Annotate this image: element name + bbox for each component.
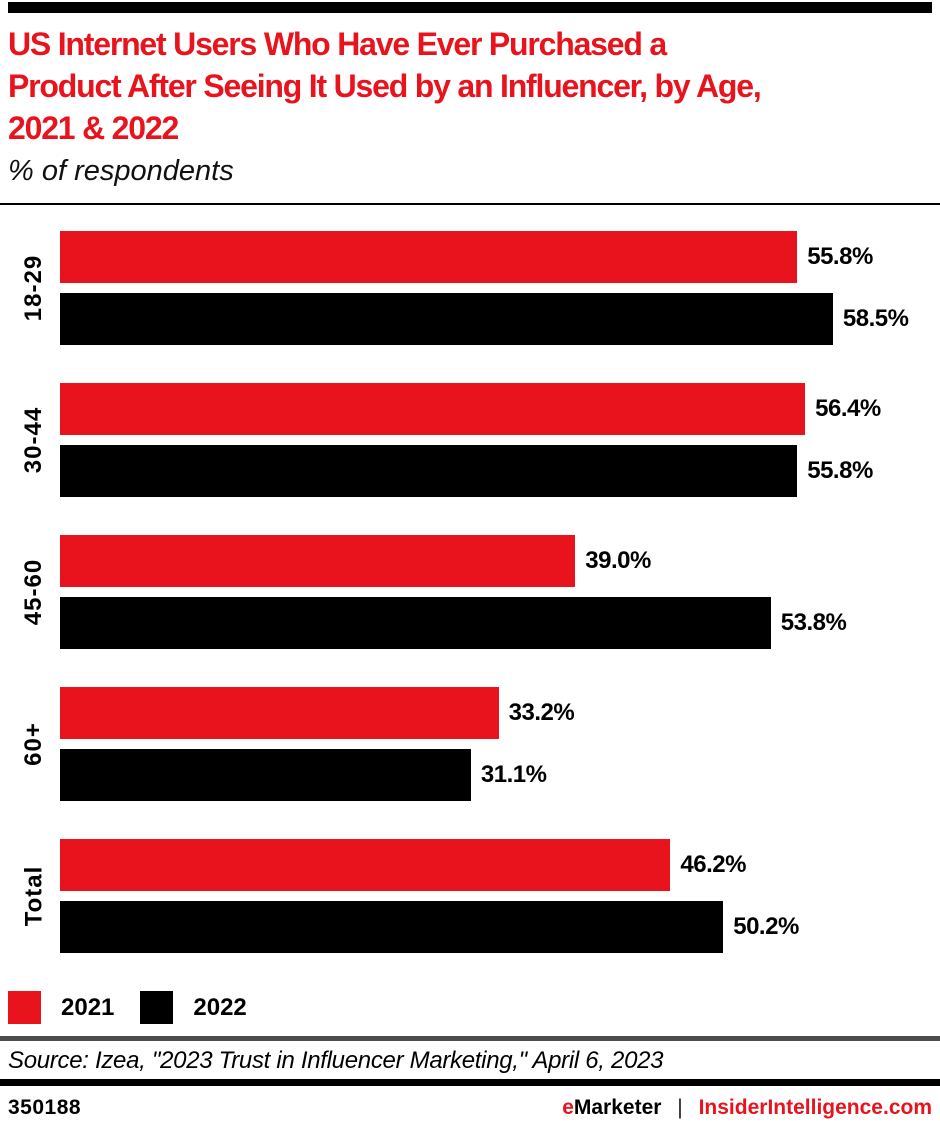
bar-2022-45-60: [60, 597, 771, 649]
legend-swatch-2022: [140, 991, 174, 1024]
category-label-30-44: 30-44: [8, 383, 60, 497]
data-label-2021-18-29: 55.8%: [807, 243, 873, 270]
footer-divider: [0, 1079, 940, 1086]
bar-row-2021-45-60: 39.0%: [60, 535, 932, 587]
category-label-text: 45-60: [20, 558, 48, 626]
legend-item-2022: 2022: [140, 991, 247, 1024]
legend-swatch-2021: [8, 991, 41, 1024]
bar-pair: 33.2% 31.1%: [60, 687, 932, 801]
chart-group-30-44: 30-44 56.4% 55.8%: [8, 383, 932, 497]
bar-pair: 39.0% 53.8%: [60, 535, 932, 649]
bar-row-2022-30-44: 55.8%: [60, 445, 932, 497]
header-divider: [0, 203, 940, 205]
chart-group-Total: Total 46.2% 50.2%: [8, 839, 932, 953]
bar-chart: 18-29 55.8% 58.5% 30-44 56.4% 55.8% 45-60 39.0%…: [0, 205, 940, 953]
category-label-text: Total: [20, 865, 48, 927]
bar-pair: 56.4% 55.8%: [60, 383, 932, 497]
chart-group-60+: 60+ 33.2% 31.1%: [8, 687, 932, 801]
chart-title-line-2: Product After Seeing It Used by an Influ…: [8, 68, 762, 104]
category-label-18-29: 18-29: [8, 231, 60, 345]
bar-row-2021-30-44: 56.4%: [60, 383, 932, 435]
chart-id: 350188: [8, 1096, 82, 1119]
category-label-Total: Total: [8, 839, 60, 953]
bar-2021-30-44: [60, 383, 806, 435]
bar-row-2021-Total: 46.2%: [60, 839, 932, 891]
bar-2021-60+: [60, 687, 499, 739]
chart-title: US Internet Users Who Have Ever Purchase…: [8, 23, 932, 149]
chart-subtitle: % of respondents: [8, 155, 234, 187]
data-label-2021-45-60: 39.0%: [585, 547, 651, 574]
chart-group-45-60: 45-60 39.0% 53.8%: [8, 535, 932, 649]
chart-header: US Internet Users Who Have Ever Purchase…: [0, 13, 940, 189]
chart-groups: 18-29 55.8% 58.5% 30-44 56.4% 55.8% 45-60 39.0%…: [8, 231, 932, 953]
footer: 350188 eMarketer | InsiderIntelligence.c…: [0, 1086, 940, 1120]
bar-2022-60+: [60, 749, 471, 801]
bar-row-2022-Total: 50.2%: [60, 901, 932, 953]
category-label-text: 60+: [20, 722, 47, 766]
brand-emarketer-e: e: [562, 1096, 574, 1119]
legend-label-2021: 2021: [61, 993, 115, 1021]
legend-item-2021: 2021: [8, 991, 114, 1024]
brand-site-url: InsiderIntelligence.com: [698, 1096, 932, 1119]
bar-2021-45-60: [60, 535, 576, 587]
data-label-2022-45-60: 53.8%: [780, 609, 847, 636]
bar-2022-Total: [60, 901, 724, 953]
data-label-2022-60+: 31.1%: [480, 761, 547, 788]
data-label-2021-30-44: 56.4%: [815, 395, 881, 422]
chart-legend: 2021 2022: [8, 991, 932, 1024]
bar-pair: 55.8% 58.5%: [60, 231, 932, 345]
bar-2021-18-29: [60, 231, 798, 283]
category-label-45-60: 45-60: [8, 535, 60, 649]
data-label-2021-Total: 46.2%: [680, 851, 746, 878]
bar-2022-30-44: [60, 445, 798, 497]
data-label-2022-18-29: 58.5%: [842, 305, 909, 332]
category-label-text: 30-44: [20, 406, 48, 474]
chart-group-18-29: 18-29 55.8% 58.5%: [8, 231, 932, 345]
chart-title-line-3: 2021 & 2022: [8, 110, 179, 146]
data-label-2022-Total: 50.2%: [733, 913, 799, 940]
source-divider: [0, 1036, 940, 1041]
category-label-text: 18-29: [20, 254, 48, 322]
brand-lockup: eMarketer | InsiderIntelligence.com: [562, 1096, 932, 1120]
bar-row-2022-60+: 31.1%: [60, 749, 932, 801]
legend-label-2022: 2022: [193, 993, 247, 1021]
bar-row-2022-18-29: 58.5%: [60, 293, 932, 345]
bar-pair: 46.2% 50.2%: [60, 839, 932, 953]
bar-2022-18-29: [60, 293, 833, 345]
bar-row-2021-60+: 33.2%: [60, 687, 932, 739]
bar-row-2021-18-29: 55.8%: [60, 231, 932, 283]
brand-emarketer-rest: Marketer: [573, 1096, 662, 1119]
data-label-2022-30-44: 55.8%: [807, 457, 873, 484]
chart-title-line-1: US Internet Users Who Have Ever Purchase…: [8, 26, 667, 62]
category-label-60+: 60+: [8, 687, 60, 801]
bar-2021-Total: [60, 839, 671, 891]
data-label-2021-60+: 33.2%: [508, 699, 575, 726]
top-accent-bar: [8, 2, 932, 13]
source-note: Source: Izea, "2023 Trust in Influencer …: [8, 1047, 664, 1074]
bar-row-2022-45-60: 53.8%: [60, 597, 932, 649]
brand-separator: |: [677, 1096, 683, 1119]
